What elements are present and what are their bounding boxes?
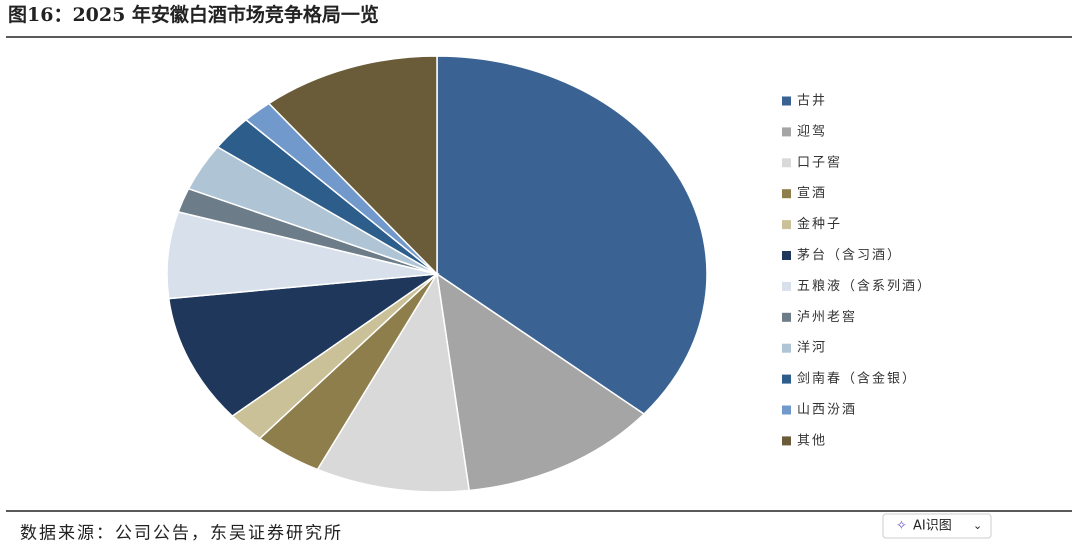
legend-swatch bbox=[782, 251, 791, 260]
ai-button[interactable]: ✧ AI识图 ⌄ bbox=[882, 513, 992, 539]
legend-label: 五粮液（含系列酒） bbox=[797, 278, 932, 294]
legend-label: 山西汾酒 bbox=[797, 403, 857, 418]
pie-slice bbox=[436, 55, 708, 415]
pie-slice bbox=[436, 272, 646, 492]
legend-swatch bbox=[782, 96, 791, 106]
legend-swatch bbox=[782, 374, 791, 384]
button-icon: ✧ bbox=[896, 519, 907, 534]
legend-label: 泸州老窖 bbox=[797, 309, 857, 325]
button-bg[interactable] bbox=[882, 513, 992, 539]
pie-slice bbox=[316, 271, 471, 493]
legend-swatch bbox=[782, 436, 791, 446]
pie-slice bbox=[267, 55, 438, 276]
legend-label: 宣酒 bbox=[797, 185, 827, 201]
legend-label: 金种子 bbox=[797, 216, 842, 232]
legend-label: 茅台（含习酒） bbox=[797, 247, 902, 263]
legend-label: 迎驾 bbox=[797, 124, 827, 139]
legend-label: 洋河 bbox=[797, 341, 827, 356]
legend-swatch bbox=[782, 281, 791, 291]
legend-swatch bbox=[782, 158, 791, 168]
button-caret: ⌄ bbox=[973, 519, 982, 532]
pie-slice bbox=[167, 272, 440, 418]
chart-title: 图16：2025 年安徽白酒市场竞争格局一览 bbox=[8, 3, 379, 26]
legend-label: 口子窖 bbox=[797, 154, 842, 170]
source: 数据来源：公司公告，东吴证券研究所 bbox=[20, 524, 343, 544]
legend-label: 剑南春（含金银） bbox=[797, 371, 917, 387]
button-label[interactable]: AI识图 bbox=[913, 519, 952, 534]
legend-swatch bbox=[782, 405, 791, 415]
legend-label: 古井 bbox=[797, 94, 827, 109]
legend-swatch bbox=[782, 189, 791, 199]
legend-label: 其他 bbox=[797, 433, 827, 448]
legend-swatch bbox=[782, 343, 791, 353]
legend-swatch bbox=[782, 312, 791, 322]
legend-swatch bbox=[782, 220, 791, 230]
legend-swatch bbox=[782, 127, 791, 137]
